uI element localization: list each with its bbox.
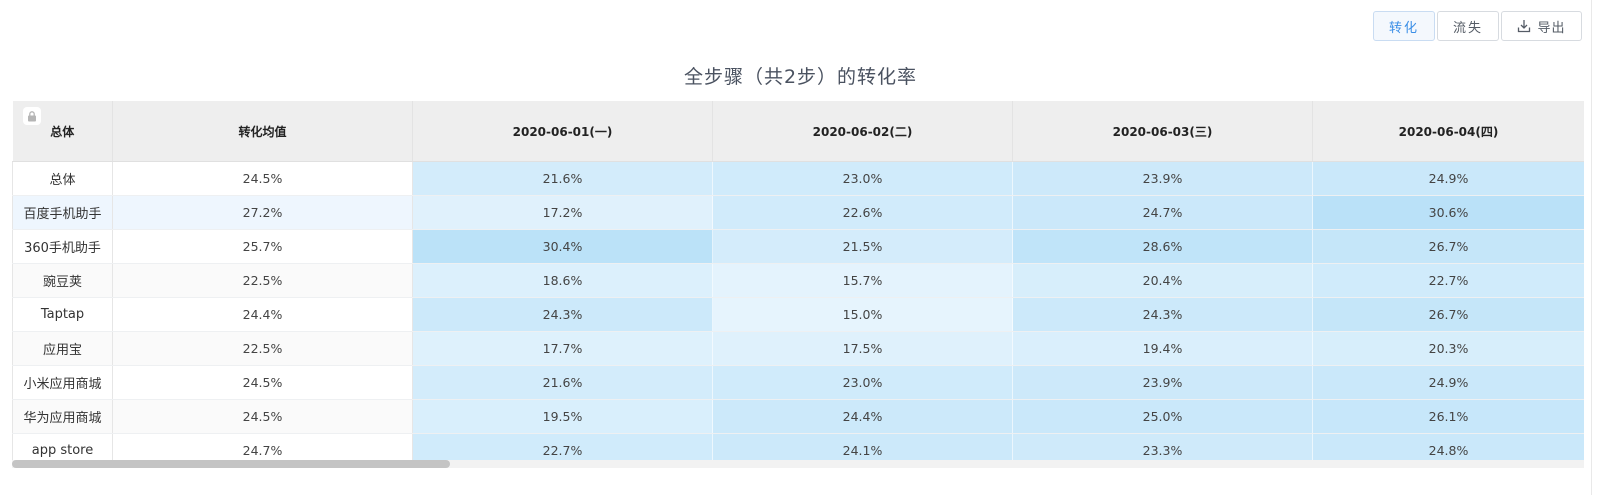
table-row: 华为应用商城 24.5% 19.5% 24.4% 25.0% 26.1% — [12, 399, 1584, 434]
row-name: 应用宝 — [12, 331, 113, 366]
header-date: 2020-06-04(四) — [1312, 101, 1584, 162]
row-name: Taptap — [12, 297, 113, 332]
table-row: 总体 24.5% 21.6% 23.0% 23.9% 24.9% — [12, 161, 1584, 196]
chart-title: 全步骤（共2步）的转化率 — [683, 66, 918, 88]
header-name: 总体 — [12, 101, 113, 162]
row-name: 360手机助手 — [12, 229, 113, 264]
loss-button-label: 流失 — [1452, 20, 1483, 36]
conversion-table-container: 总体 转化均值 2020-06-01(一) 2020-06-02(二) 2020… — [12, 101, 1584, 468]
row-average: 27.2% — [112, 195, 413, 230]
table-row: 百度手机助手 27.2% 17.2% 22.6% 24.7% 30.6% — [12, 195, 1584, 230]
row-name: 豌豆荚 — [12, 263, 113, 298]
row-name: 百度手机助手 — [12, 195, 113, 230]
rate-cell: 17.2% — [412, 195, 713, 230]
row-name: 总体 — [12, 161, 113, 196]
table-header-row: 总体 转化均值 2020-06-01(一) 2020-06-02(二) 2020… — [12, 101, 1584, 162]
table-row: 小米应用商城 24.5% 21.6% 23.0% 23.9% 24.9% — [12, 365, 1584, 400]
rate-cell: 25.0% — [1012, 399, 1313, 434]
rate-cell: 24.9% — [1312, 161, 1584, 196]
rate-cell: 21.6% — [412, 365, 713, 400]
row-average: 24.5% — [112, 365, 413, 400]
table-row: 豌豆荚 22.5% 18.6% 15.7% 20.4% 22.7% — [12, 263, 1584, 298]
rate-cell: 24.3% — [412, 297, 713, 332]
rate-cell: 30.6% — [1312, 195, 1584, 230]
rate-cell: 23.0% — [712, 365, 1013, 400]
rate-cell: 23.9% — [1012, 161, 1313, 196]
rate-cell: 30.4% — [412, 229, 713, 264]
conversion-table: 总体 转化均值 2020-06-01(一) 2020-06-02(二) 2020… — [12, 101, 1584, 468]
rate-cell: 15.0% — [712, 297, 1013, 332]
header-avg: 转化均值 — [112, 101, 413, 162]
table-row: 360手机助手 25.7% 30.4% 21.5% 28.6% 26.7% — [12, 229, 1584, 264]
rate-cell: 24.9% — [1312, 365, 1584, 400]
header-date: 2020-06-03(三) — [1012, 101, 1313, 162]
row-average: 24.4% — [112, 297, 413, 332]
rate-cell: 15.7% — [712, 263, 1013, 298]
rate-cell: 19.4% — [1012, 331, 1313, 366]
rate-cell: 28.6% — [1012, 229, 1313, 264]
table-body: 总体 24.5% 21.6% 23.0% 23.9% 24.9% 百度手机助手 27.2% 17… — [12, 161, 1584, 468]
export-button[interactable]: 导出 — [1501, 11, 1582, 41]
rate-cell: 20.3% — [1312, 331, 1584, 366]
table-row: Taptap 24.4% 24.3% 15.0% 24.3% 26.7% — [12, 297, 1584, 332]
rate-cell: 26.1% — [1312, 399, 1584, 434]
row-name: 小米应用商城 — [12, 365, 113, 400]
header-date: 2020-06-02(二) — [712, 101, 1013, 162]
rate-cell: 24.7% — [1012, 195, 1313, 230]
right-border-line — [1591, 0, 1592, 495]
row-average: 22.5% — [112, 263, 413, 298]
export-button-label: 导出 — [1537, 20, 1566, 36]
header-date: 2020-06-01(一) — [412, 101, 713, 162]
rate-cell: 22.7% — [1312, 263, 1584, 298]
rate-cell: 21.6% — [412, 161, 713, 196]
row-average: 24.5% — [112, 399, 413, 434]
lock-icon[interactable] — [22, 107, 41, 125]
row-average: 25.7% — [112, 229, 413, 264]
rate-cell: 22.6% — [712, 195, 1013, 230]
row-average: 24.5% — [112, 161, 413, 196]
rate-cell: 26.7% — [1312, 297, 1584, 332]
rate-cell: 20.4% — [1012, 263, 1313, 298]
row-average: 22.5% — [112, 331, 413, 366]
loss-button[interactable]: 流失 — [1437, 11, 1499, 41]
rate-cell: 26.7% — [1312, 229, 1584, 264]
scrollbar-thumb[interactable] — [12, 460, 450, 468]
download-icon — [1518, 20, 1531, 33]
header-name-label: 总体 — [50, 124, 75, 139]
rate-cell: 17.7% — [412, 331, 713, 366]
rate-cell: 17.5% — [712, 331, 1013, 366]
horizontal-scrollbar[interactable] — [12, 460, 1584, 468]
rate-cell: 24.3% — [1012, 297, 1313, 332]
rate-cell: 21.5% — [712, 229, 1013, 264]
table-row: 应用宝 22.5% 17.7% 17.5% 19.4% 20.3% — [12, 331, 1584, 366]
rate-cell: 23.0% — [712, 161, 1013, 196]
rate-cell: 19.5% — [412, 399, 713, 434]
rate-cell: 18.6% — [412, 263, 713, 298]
row-name: 华为应用商城 — [12, 399, 113, 434]
view-toolbar: 转化 流失 导出 — [1373, 11, 1584, 41]
conversion-button[interactable]: 转化 — [1373, 11, 1435, 41]
rate-cell: 23.9% — [1012, 365, 1313, 400]
rate-cell: 24.4% — [712, 399, 1013, 434]
conversion-button-label: 转化 — [1388, 20, 1419, 36]
